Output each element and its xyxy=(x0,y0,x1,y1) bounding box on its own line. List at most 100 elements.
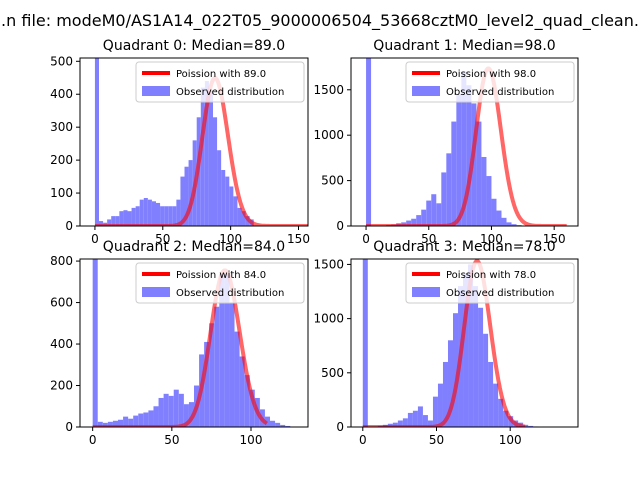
histogram-bar xyxy=(163,393,169,427)
legend-bar-swatch xyxy=(412,86,440,96)
histogram-bar xyxy=(188,160,193,226)
histogram-bar xyxy=(506,222,512,226)
histogram-bar xyxy=(239,356,245,427)
histogram-bar xyxy=(107,219,112,226)
histogram-bar xyxy=(160,206,165,226)
x-tick-label: 100 xyxy=(499,433,522,447)
histogram-bar xyxy=(180,176,185,226)
x-tick-label: 50 xyxy=(429,433,444,447)
x-tick-label: 0 xyxy=(362,232,370,246)
histogram-bar xyxy=(225,176,230,226)
legend-bar-swatch xyxy=(142,287,170,297)
histogram-bar xyxy=(224,273,230,427)
histogram-bars xyxy=(92,259,291,427)
histogram-bar xyxy=(447,340,454,427)
y-tick-label: 400 xyxy=(50,87,73,101)
y-tick-label: 0 xyxy=(65,420,73,434)
histogram-bar xyxy=(172,206,177,226)
histogram-bar xyxy=(249,389,255,427)
histogram-bar xyxy=(135,206,140,226)
histogram-bar xyxy=(204,81,209,226)
histogram-bar xyxy=(229,302,235,427)
histogram-bar xyxy=(200,87,205,226)
histogram-bar xyxy=(481,156,487,226)
histogram-bar xyxy=(422,415,428,427)
histogram-bar xyxy=(233,196,238,226)
histogram-bar xyxy=(468,264,474,427)
histogram-bar xyxy=(511,224,517,226)
histogram-bar xyxy=(164,206,169,226)
histogram-bar xyxy=(437,383,443,427)
legend: Poission with 98.0 Observed distribution xyxy=(405,61,575,103)
histogram-bar xyxy=(442,361,448,427)
histogram-bar xyxy=(503,410,509,427)
x-tick-label: 0 xyxy=(89,433,97,447)
axes-frame xyxy=(79,258,309,428)
histogram-bar xyxy=(107,421,113,427)
histogram-bar xyxy=(133,415,139,427)
subplot-quadrant-3: Quadrant 3: Median=78.00 50 10005001000150… xyxy=(313,239,579,447)
histogram-bar xyxy=(148,410,154,427)
histogram-bar xyxy=(493,383,499,427)
histogram-bar xyxy=(173,389,179,427)
legend: Poission with 89.0 Observed distribution xyxy=(135,61,305,103)
histogram-bar xyxy=(127,211,132,226)
histogram-bar xyxy=(183,404,189,427)
histogram-bar xyxy=(217,150,222,226)
y-tick-label: 1500 xyxy=(313,257,344,271)
x-tick-label: 0 xyxy=(91,232,99,246)
x-tick-label: 100 xyxy=(219,232,242,246)
legend-box xyxy=(405,262,575,304)
histogram-bar xyxy=(451,121,457,226)
x-tick-label: 0 xyxy=(359,433,367,447)
y-tick-label: 800 xyxy=(50,254,73,268)
legend-hist-label: Observed distribution xyxy=(446,87,554,98)
histogram-bar xyxy=(234,331,240,427)
y-tick-label: 400 xyxy=(50,337,73,351)
histogram-bar xyxy=(488,361,494,427)
histogram-bar xyxy=(441,172,447,226)
histogram-bar xyxy=(473,286,479,427)
histogram-bar xyxy=(463,273,469,427)
histogram-bars xyxy=(366,58,532,226)
histogram-bar xyxy=(119,211,124,226)
histogram-bar xyxy=(147,199,152,226)
histogram-bar xyxy=(118,419,124,427)
x-tick-label: 50 xyxy=(164,433,179,447)
x-tick-label: 100 xyxy=(480,232,503,246)
axes-frame xyxy=(350,57,579,227)
legend-line-label: Poission with 84.0 xyxy=(176,270,266,281)
subplot-grid: Quadrant 0: Median=89.00 50 100 15001002003… xyxy=(50,38,579,447)
histogram-bar xyxy=(362,259,368,427)
y-tick-label: 0 xyxy=(336,420,344,434)
histogram-bar xyxy=(168,206,173,226)
y-tick-label: 0 xyxy=(65,219,73,233)
y-tick-label: 1000 xyxy=(313,312,344,326)
axes-frame xyxy=(350,258,579,428)
histogram-bar xyxy=(453,313,459,427)
histogram-bar xyxy=(431,194,437,226)
x-tick-label: 150 xyxy=(543,232,566,246)
histogram-bar xyxy=(131,207,136,226)
subplot-title: Quadrant 1: Median=98.0 xyxy=(373,38,555,54)
histogram-bar xyxy=(115,216,120,226)
histogram-bar xyxy=(417,406,423,427)
histogram-bar xyxy=(204,341,210,427)
histogram-bar xyxy=(138,413,144,427)
histogram-bar xyxy=(528,425,534,427)
histogram-bar xyxy=(229,186,234,226)
histogram-bar xyxy=(461,71,467,226)
legend-box xyxy=(135,61,305,103)
histogram-bar xyxy=(143,198,148,226)
subplot-quadrant-2: Quadrant 2: Median=84.0 0 50 100 0 200 400 600 8… xyxy=(50,239,309,447)
histogram-bar xyxy=(270,420,276,427)
histogram-bar xyxy=(486,176,492,226)
histogram-bar xyxy=(436,203,442,226)
histogram-bar xyxy=(275,422,281,427)
histogram-bar xyxy=(184,166,189,226)
y-tick-label: 600 xyxy=(50,296,73,310)
legend-line-label: Poission with 98.0 xyxy=(446,69,536,80)
histogram-bar xyxy=(456,94,462,226)
histogram-bar xyxy=(406,220,412,226)
